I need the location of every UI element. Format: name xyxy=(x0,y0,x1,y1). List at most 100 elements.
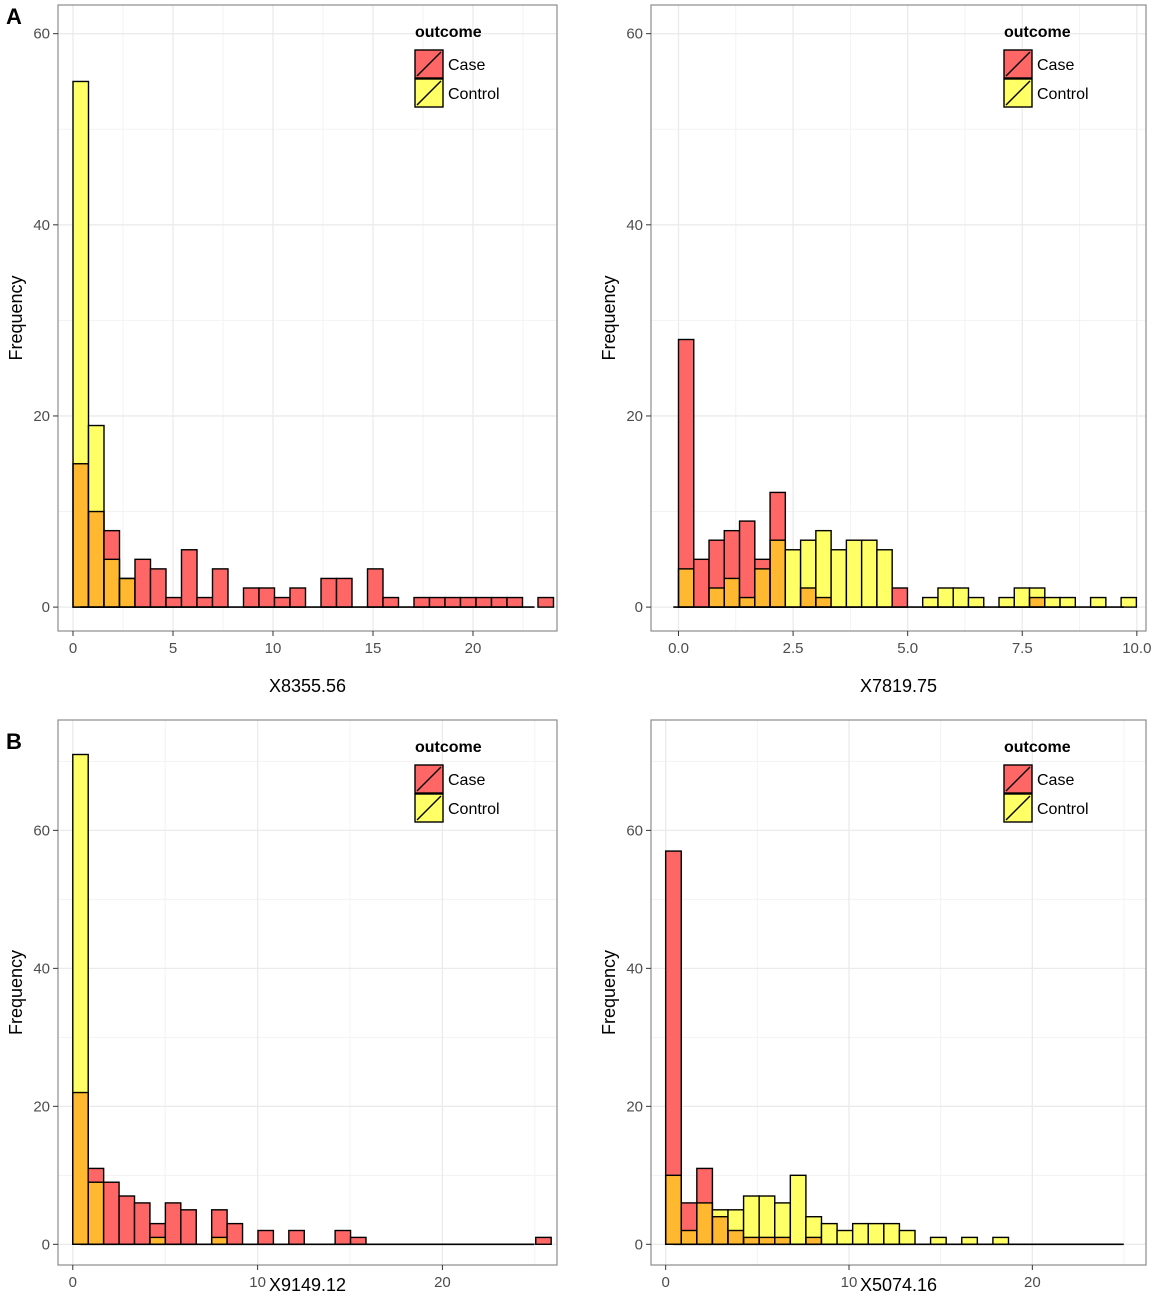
bar-control xyxy=(968,597,984,608)
bar-overlap xyxy=(104,559,120,608)
y-tick-label: 20 xyxy=(33,408,50,425)
bar-case xyxy=(445,597,461,608)
plot-border xyxy=(57,4,558,632)
bar-case xyxy=(709,540,725,588)
bar-control xyxy=(1014,587,1030,608)
y-axis-title: Frequency xyxy=(6,950,26,1035)
bar-control xyxy=(73,81,89,464)
x-tick-label: 10 xyxy=(249,1274,266,1291)
bar-overlap xyxy=(149,1237,166,1245)
bar-case-outline xyxy=(537,596,555,608)
legend-label-control: Control xyxy=(1037,801,1089,818)
x-tick-label: 5 xyxy=(169,640,177,657)
plot-border xyxy=(57,719,558,1266)
bar-case xyxy=(460,597,476,608)
bar-control xyxy=(712,1209,728,1217)
bar-overlap xyxy=(88,1182,104,1245)
bar-case xyxy=(257,1230,274,1245)
x-tick-label: 20 xyxy=(434,1274,451,1291)
bar-case xyxy=(212,568,228,608)
bar-case xyxy=(491,597,507,608)
y-axis-title: Frequency xyxy=(599,275,619,360)
bar-control xyxy=(815,530,832,598)
bar-overlap xyxy=(805,1237,822,1245)
bar-case xyxy=(103,1182,120,1245)
bar-case xyxy=(681,1202,697,1231)
legend-label-case: Case xyxy=(448,772,485,789)
legend-title: outcome xyxy=(1004,24,1071,41)
bar-overlap xyxy=(724,578,740,608)
legend-key-slash xyxy=(416,795,442,821)
plot-background xyxy=(651,720,1146,1265)
bar-case xyxy=(149,1223,166,1238)
bar-overlap xyxy=(739,597,755,608)
bar-control-outline xyxy=(1120,596,1138,608)
bar-control xyxy=(922,597,938,608)
bar-control xyxy=(785,549,801,608)
bar-overlap xyxy=(1029,597,1045,608)
bar-case xyxy=(336,578,352,608)
bar-case xyxy=(321,578,337,608)
bar-overlap xyxy=(728,1230,744,1245)
bar-case xyxy=(754,559,771,569)
bar-case xyxy=(134,1202,150,1245)
x-axis-title: X8355.56 xyxy=(269,676,346,696)
y-tick-label: 20 xyxy=(33,1098,50,1115)
y-axis-title: Frequency xyxy=(6,275,26,360)
x-tick-label: 10.0 xyxy=(1122,640,1151,657)
legend: outcome Case Control xyxy=(1003,24,1089,108)
bar-control xyxy=(837,1230,853,1245)
legend-label-case: Case xyxy=(1037,57,1074,74)
bar-control xyxy=(1044,597,1061,608)
bar-overlap xyxy=(72,1092,89,1245)
bar-overlap xyxy=(665,1175,682,1245)
y-tick-label: 20 xyxy=(626,1098,643,1115)
x-tick-label: 0 xyxy=(661,1274,669,1291)
bar-control xyxy=(800,540,816,588)
bar-case xyxy=(211,1209,228,1238)
bar-case xyxy=(538,597,554,608)
legend: outcome Case Control xyxy=(1003,739,1089,823)
legend-title: outcome xyxy=(415,24,482,41)
bar-control xyxy=(861,540,877,608)
bar-overlap xyxy=(770,540,786,608)
bar-control xyxy=(852,1223,869,1245)
bar-control xyxy=(774,1202,791,1238)
bar-case-outline xyxy=(535,1236,552,1246)
legend-key-slash xyxy=(1005,795,1031,821)
bar-case xyxy=(88,1168,104,1183)
bar-control xyxy=(846,540,862,608)
bar-case xyxy=(335,1230,351,1245)
plot-border xyxy=(650,4,1147,632)
bar-case xyxy=(892,587,908,608)
legend-label-case: Case xyxy=(448,57,485,74)
bar-control xyxy=(831,549,847,608)
bar-case xyxy=(383,597,399,608)
bar-case xyxy=(290,587,306,608)
bar-control xyxy=(876,549,893,608)
bar-case xyxy=(243,587,259,608)
bar-overlap xyxy=(678,568,694,608)
y-tick-label: 40 xyxy=(626,217,643,234)
y-tick-label: 0 xyxy=(635,1236,643,1253)
bar-case xyxy=(180,1209,197,1245)
bar-control xyxy=(821,1223,838,1245)
x-tick-label: 5.0 xyxy=(897,640,918,657)
bar-control xyxy=(790,1175,806,1245)
bar-case xyxy=(476,597,492,608)
bar-control xyxy=(759,1196,775,1238)
legend-title: outcome xyxy=(415,739,482,756)
bar-control xyxy=(999,597,1015,608)
legend-title: outcome xyxy=(1004,739,1071,756)
bar-case xyxy=(288,1230,305,1245)
x-tick-label: 0.0 xyxy=(668,640,689,657)
bar-control xyxy=(1121,597,1137,608)
chart-panel-a-left: 0 20 40 60 0 5 10 15 20 X8355.56 Frequency outcome C… xyxy=(6,4,558,696)
bar-case xyxy=(739,521,755,598)
y-tick-label: 0 xyxy=(42,1236,50,1253)
legend: outcome Case Control xyxy=(414,24,500,108)
bar-case xyxy=(274,597,290,608)
legend: outcome Case Control xyxy=(414,739,500,823)
x-tick-label: 15 xyxy=(365,640,382,657)
x-axis-title: X7819.75 xyxy=(860,676,937,696)
